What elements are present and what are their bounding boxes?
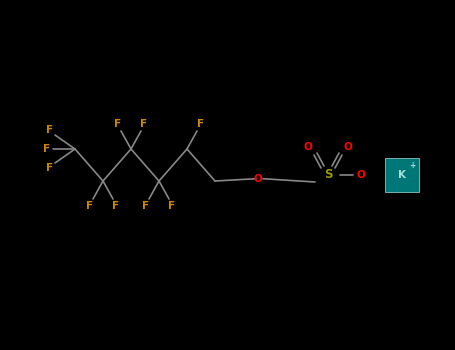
Text: F: F	[46, 125, 54, 135]
Text: F: F	[197, 119, 205, 129]
Text: K: K	[398, 170, 406, 180]
Text: F: F	[43, 144, 51, 154]
Text: O: O	[357, 170, 365, 180]
Text: F: F	[168, 201, 176, 211]
Text: O: O	[303, 142, 313, 152]
Text: F: F	[46, 163, 54, 173]
Text: S: S	[324, 168, 332, 182]
Text: F: F	[115, 119, 121, 129]
Text: F: F	[112, 201, 120, 211]
Text: F: F	[86, 201, 94, 211]
Text: F: F	[141, 119, 147, 129]
Text: O: O	[344, 142, 352, 152]
Text: O: O	[253, 174, 263, 184]
Text: +: +	[409, 161, 415, 169]
FancyBboxPatch shape	[385, 158, 419, 192]
Text: F: F	[142, 201, 150, 211]
